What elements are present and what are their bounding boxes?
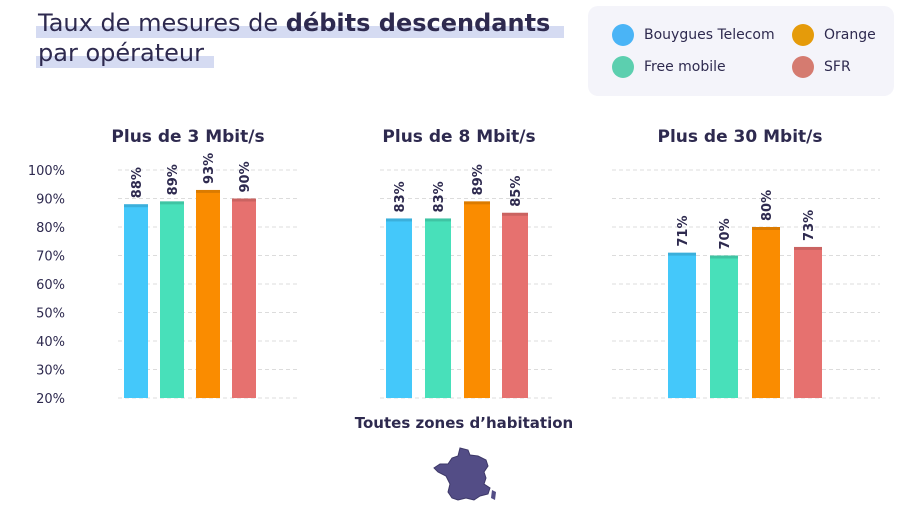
panel-title: Plus de 8 Mbit/s <box>382 127 535 147</box>
panel-title: Plus de 3 Mbit/s <box>111 127 264 147</box>
data-label: 83% <box>432 181 447 212</box>
data-label: 70% <box>718 218 733 249</box>
bar <box>232 198 256 398</box>
france-map-icon <box>433 447 496 501</box>
data-label: 89% <box>471 164 486 195</box>
data-label: 73% <box>802 210 817 241</box>
legend-label: Bouygues Telecom <box>644 27 775 43</box>
legend: Bouygues Telecom Orange Free mobile SFR <box>588 6 894 96</box>
y-tick-label: 100% <box>28 164 65 179</box>
legend-item-sfr: SFR <box>792 56 851 78</box>
legend-dot-icon <box>612 56 634 78</box>
bar-top-edge <box>386 218 412 222</box>
y-tick-label: 20% <box>36 392 65 407</box>
title-line-1: Taux de mesures de débits descendants <box>36 8 565 38</box>
y-tick-label: 80% <box>36 221 65 236</box>
bar-top-edge <box>752 227 780 230</box>
y-tick-label: 30% <box>36 364 65 379</box>
bar <box>160 201 184 398</box>
data-label: 80% <box>760 190 775 221</box>
bar-top-edge <box>794 246 822 250</box>
legend-dot-icon <box>792 56 814 78</box>
data-label: 90% <box>238 161 253 192</box>
bar-top-edge <box>668 252 696 256</box>
bar <box>710 255 738 398</box>
bar <box>425 218 451 398</box>
y-tick-label: 90% <box>36 193 65 208</box>
bar-top-edge <box>425 218 451 222</box>
data-label: 88% <box>130 167 145 198</box>
legend-dot-icon <box>792 24 814 46</box>
panel-title: Plus de 30 Mbit/s <box>658 127 823 147</box>
title-bold: débits descendants <box>285 9 551 37</box>
bar-top-edge <box>710 255 738 259</box>
bar <box>502 212 528 398</box>
title-line-2: par opérateur <box>36 38 214 68</box>
y-tick-label: 40% <box>36 335 65 350</box>
bar <box>464 201 490 398</box>
legend-label: Free mobile <box>644 59 726 75</box>
zone-label: Toutes zones d’habitation <box>354 414 574 432</box>
data-label: 71% <box>676 216 691 247</box>
legend-label: SFR <box>824 59 851 75</box>
data-label: 93% <box>202 153 217 184</box>
title-prefix: Taux de mesures de <box>38 9 286 37</box>
data-label: 83% <box>393 181 408 212</box>
bar-top-edge <box>232 198 256 202</box>
bar-top-edge <box>502 212 528 216</box>
legend-item-orange: Orange <box>792 24 876 46</box>
chart-title: Taux de mesures de débits descendants pa… <box>36 8 565 68</box>
y-tick-label: 60% <box>36 278 65 293</box>
bar-top-edge <box>464 201 490 205</box>
legend-item-free: Free mobile <box>612 56 726 78</box>
legend-item-bouygues: Bouygues Telecom <box>612 24 775 46</box>
bar <box>668 252 696 398</box>
bar <box>386 218 412 398</box>
data-label: 89% <box>166 164 181 195</box>
bar <box>794 246 822 398</box>
y-tick-label: 50% <box>36 307 65 322</box>
bar-top-edge <box>196 189 220 193</box>
legend-label: Orange <box>824 27 876 43</box>
bar <box>752 227 780 398</box>
y-tick-label: 70% <box>36 250 65 265</box>
legend-dot-icon <box>612 24 634 46</box>
bar-top-edge <box>124 204 148 208</box>
bar <box>124 204 148 398</box>
bar <box>196 189 220 398</box>
bar-top-edge <box>160 201 184 205</box>
data-label: 85% <box>509 176 524 207</box>
